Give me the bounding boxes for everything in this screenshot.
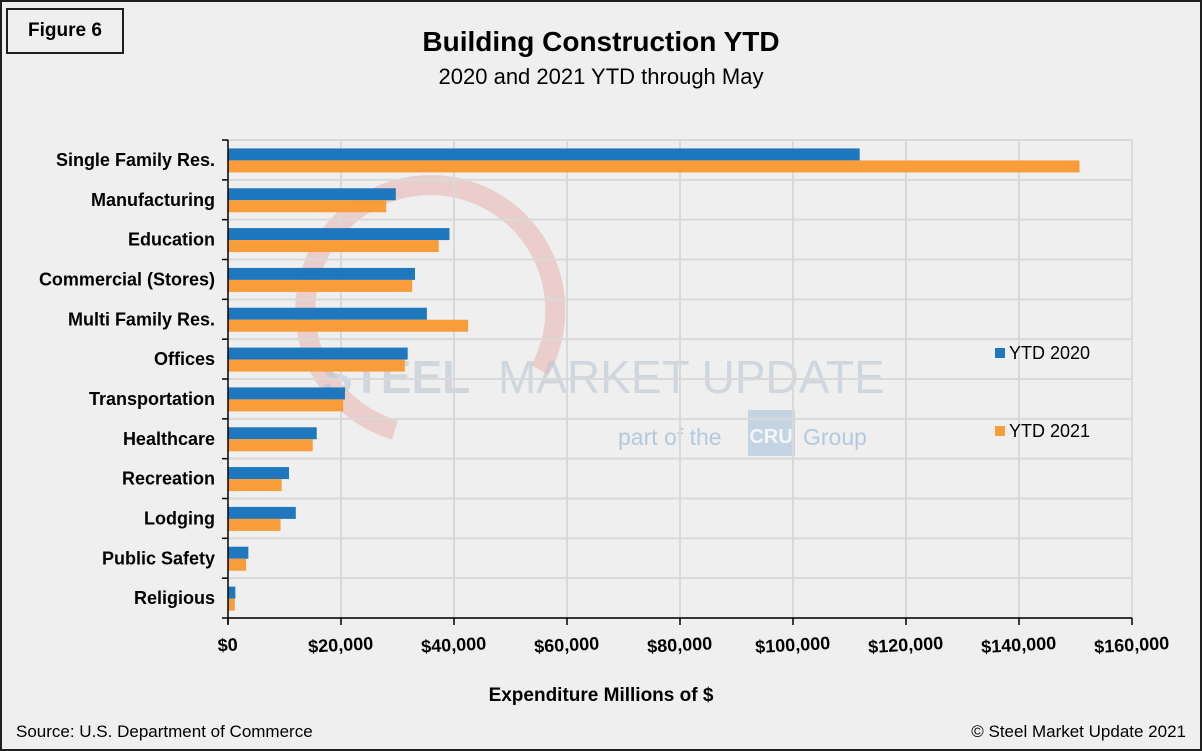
category-label: Recreation	[122, 469, 215, 489]
x-tick-label: $120,000	[868, 633, 944, 657]
category-labels: Single Family Res. Manufacturing Education…	[39, 150, 215, 608]
category-label: Religious	[134, 588, 215, 608]
source-note: Source: U.S. Department of Commerce	[16, 722, 313, 741]
legend: YTD 2020 YTD 2021	[995, 343, 1090, 441]
bars	[228, 148, 1080, 611]
category-label: Lodging	[144, 508, 215, 528]
chart-subtitle: 2020 and 2021 YTD through May	[438, 64, 764, 89]
bar-ytd2020	[228, 347, 408, 360]
gridlines	[228, 139, 1133, 619]
bar-ytd2020	[228, 467, 290, 480]
legend-swatch	[995, 348, 1005, 358]
bar-ytd2020	[228, 427, 317, 440]
bar-ytd2020	[228, 148, 860, 161]
category-label: Education	[128, 230, 215, 250]
bar-ytd2021	[228, 279, 413, 292]
category-label: Healthcare	[123, 429, 215, 449]
bar-ytd2021	[228, 399, 344, 412]
bar-ytd2020	[228, 307, 427, 320]
bar-ytd2021	[228, 359, 405, 372]
bar-ytd2020	[228, 506, 296, 519]
bar-ytd2021	[228, 240, 439, 253]
bar-ytd2020	[228, 546, 249, 559]
x-tick-labels: $0 $20,000 $40,000 $60,000 $80,000 $100,000 $1…	[217, 633, 1170, 657]
x-tick-label: $20,000	[308, 633, 374, 656]
bar-ytd2020	[228, 387, 345, 400]
x-tick-label: $40,000	[421, 633, 487, 656]
bar-ytd2020	[228, 267, 416, 280]
category-label: Offices	[154, 349, 215, 369]
copyright-note: © Steel Market Update 2021	[971, 722, 1186, 741]
x-tick-label: $60,000	[534, 633, 600, 656]
bar-ytd2021	[228, 598, 235, 611]
bar-ytd2021	[228, 558, 247, 571]
category-label: Public Safety	[102, 548, 215, 568]
category-label: Commercial (Stores)	[39, 269, 215, 289]
category-label: Multi Family Res.	[68, 309, 215, 329]
legend-label: YTD 2021	[1009, 421, 1090, 441]
bar-ytd2021	[228, 439, 313, 452]
category-label: Transportation	[89, 389, 215, 409]
x-tick-label: $80,000	[647, 633, 713, 656]
x-tick-label: $140,000	[981, 633, 1057, 657]
bar-ytd2021	[228, 200, 387, 213]
bar-ytd2020	[228, 188, 396, 201]
x-tick-label: $160,000	[1094, 633, 1170, 657]
x-axis-title: Expenditure Millions of $	[489, 685, 714, 706]
category-label: Single Family Res.	[56, 150, 215, 170]
bar-ytd2020	[228, 228, 450, 241]
legend-swatch	[995, 426, 1005, 436]
bar-ytd2021	[228, 319, 469, 332]
legend-label: YTD 2020	[1009, 343, 1090, 363]
bar-ytd2020	[228, 586, 236, 599]
bar-ytd2021	[228, 479, 282, 492]
bar-ytd2021	[228, 160, 1080, 173]
bar-ytd2021	[228, 518, 281, 531]
x-tick-label: $100,000	[755, 633, 831, 657]
figure-label: Figure 6	[6, 8, 124, 54]
x-tick-label: $0	[217, 634, 238, 655]
category-label: Manufacturing	[91, 190, 215, 210]
axes	[222, 139, 1133, 625]
chart-title: Building Construction YTD	[422, 26, 780, 57]
